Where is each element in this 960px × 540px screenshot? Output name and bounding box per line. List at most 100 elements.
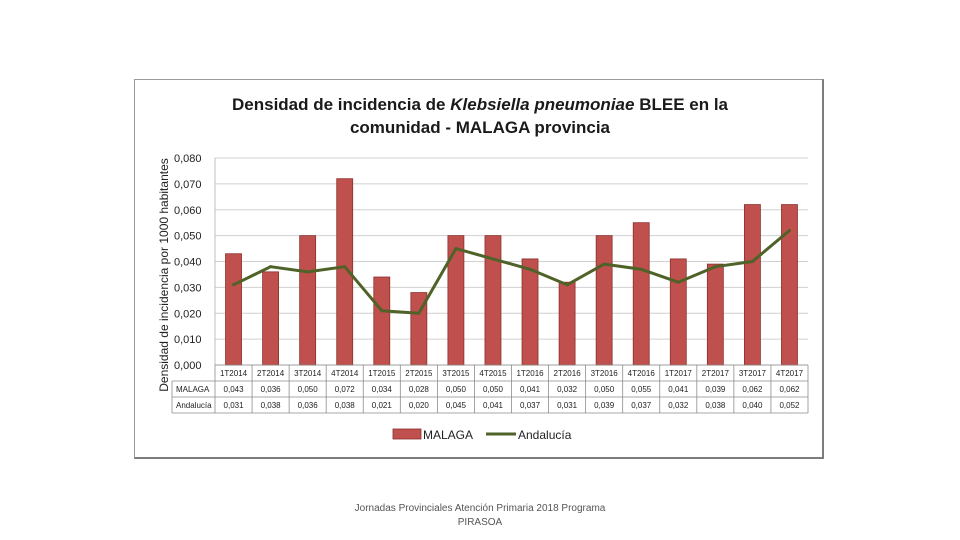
table-value-malaga: 0,050 (483, 385, 504, 394)
table-value-andalucía: 0,052 (779, 401, 800, 410)
y-ticks: 0,000 0,010 0,020 0,030 0,040 0,050 0,060 0,070… (174, 153, 202, 372)
point-andalucia-2T2017 (713, 265, 717, 269)
x-category-label: 3T2014 (294, 369, 322, 378)
point-andalucia-2T2015 (417, 311, 421, 315)
point-andalucia-1T2017 (676, 280, 680, 284)
point-andalucia-3T2014 (306, 270, 310, 274)
table-value-malaga: 0,041 (520, 385, 541, 394)
table-value-malaga: 0,043 (224, 385, 245, 394)
y-tick-label: 0,070 (174, 179, 202, 191)
legend-label-andalucia: Andalucía (518, 428, 572, 442)
bar-malaga-2T2017 (706, 263, 724, 366)
y-tick-label: 0,020 (174, 308, 202, 320)
table-value-andalucía: 0,038 (261, 401, 282, 410)
x-category-label: 1T2016 (516, 369, 544, 378)
legend-swatch-malaga (392, 428, 422, 440)
title-part-2: BLEE en la (634, 95, 728, 114)
chart-title-line-1: Densidad de incidencia de Klebsiella pne… (232, 95, 729, 114)
bar-malaga-1T2016 (521, 258, 539, 366)
footer-line-2: PIRASOA (457, 517, 503, 528)
point-andalucia-3T2015 (454, 247, 458, 251)
y-tick-label: 0,030 (174, 282, 202, 294)
x-category-label: 1T2015 (368, 369, 396, 378)
bar-malaga-2T2016 (558, 281, 576, 366)
bar-malaga-4T2016 (632, 222, 650, 366)
x-category-label: 2T2015 (405, 369, 433, 378)
table-value-andalucía: 0,038 (335, 401, 356, 410)
title-part-0: Densidad de incidencia de (232, 95, 450, 114)
table-value-malaga: 0,036 (261, 385, 282, 394)
table-value-andalucía: 0,031 (224, 401, 245, 410)
table-value-malaga: 0,032 (557, 385, 578, 394)
table-value-malaga: 0,041 (668, 385, 689, 394)
point-andalucia-3T2017 (750, 260, 754, 263)
table-value-malaga: 0,039 (705, 385, 726, 394)
x-category-label: 3T2015 (442, 369, 470, 378)
y-tick-label: 0,040 (174, 257, 202, 269)
point-andalucia-2T2016 (565, 283, 569, 287)
x-category-label: 1T2014 (220, 369, 248, 378)
table-value-andalucía: 0,045 (446, 401, 467, 410)
table-value-andalucía: 0,036 (298, 401, 319, 410)
x-category-label: 2T2016 (554, 369, 582, 378)
y-tick-label: 0,080 (174, 153, 202, 165)
bar-malaga-1T2015 (373, 276, 391, 366)
table-value-malaga: 0,050 (298, 385, 319, 394)
legend: MALAGA Andalucía (392, 428, 572, 442)
x-category-label: 4T2014 (331, 369, 359, 378)
table-value-andalucía: 0,031 (557, 401, 578, 410)
table-value-andalucía: 0,038 (705, 401, 726, 410)
x-category-label: 2T2017 (702, 369, 730, 378)
andalucia-line-layer (232, 228, 791, 315)
table-value-andalucía: 0,021 (372, 401, 393, 410)
bar-malaga-3T2014 (299, 235, 317, 366)
table-series-name-0: MALAGA (176, 385, 210, 394)
bar-malaga-4T2015 (484, 235, 502, 366)
title-part-1: Klebsiella pneumoniae (450, 95, 634, 114)
x-category-label: 2T2014 (257, 369, 285, 378)
bar-malaga-3T2017 (744, 204, 761, 366)
bar-malaga-4T2017 (781, 204, 798, 366)
point-andalucia-3T2016 (602, 262, 606, 266)
table-value-malaga: 0,072 (335, 385, 356, 394)
y-tick-label: 0,060 (174, 205, 202, 217)
table-value-malaga: 0,034 (372, 385, 393, 394)
y-tick-label: 0,050 (174, 231, 202, 243)
table-value-andalucía: 0,040 (742, 401, 763, 410)
bar-malaga-1T2014 (225, 253, 242, 366)
x-category-label: 1T2017 (665, 369, 693, 378)
table-value-malaga: 0,050 (594, 385, 615, 394)
point-andalucia-4T2014 (343, 265, 347, 269)
table-value-malaga: 0,050 (446, 385, 467, 394)
table-series-name-1: Andalucía (176, 401, 212, 410)
footer: Jornadas Provinciales Atención Primaria … (330, 502, 630, 530)
point-andalucia-2T2014 (269, 265, 273, 269)
bar-malaga-1T2017 (669, 258, 687, 366)
x-category-label: 4T2017 (776, 369, 804, 378)
table-value-malaga: 0,028 (409, 385, 430, 394)
footer-line-1: Jornadas Provinciales Atención Primaria … (354, 503, 606, 514)
chart-title-line-2: comunidad - MALAGA provincia (350, 118, 611, 137)
bar-malaga-2T2014 (262, 271, 279, 366)
table-value-malaga: 0,055 (631, 385, 652, 394)
x-category-label: 4T2015 (479, 369, 507, 378)
point-andalucia-4T2017 (787, 228, 791, 232)
y-tick-label: 0,000 (174, 360, 202, 372)
point-andalucia-1T2014 (232, 283, 236, 287)
x-category-label: 3T2017 (739, 369, 767, 378)
point-andalucia-1T2015 (380, 309, 384, 313)
table-value-andalucía: 0,041 (483, 401, 504, 410)
legend-label-malaga: MALAGA (423, 428, 473, 442)
line-andalucia (232, 229, 791, 315)
y-axis-label: Densidad de incidencia por 1000 habitant… (157, 158, 171, 392)
x-category-label: 4T2016 (628, 369, 656, 378)
table-value-malaga: 0,062 (742, 385, 763, 394)
bar-malaga-3T2015 (447, 235, 465, 366)
table-value-andalucía: 0,037 (520, 401, 541, 410)
data-table: 1T2014 2T2014 3T2014 4T2014 1T2015 2T2015 3T20… (171, 364, 809, 414)
table-value-andalucía: 0,039 (594, 401, 615, 410)
table-value-andalucía: 0,020 (409, 401, 430, 410)
point-andalucia-1T2016 (528, 267, 532, 271)
table-value-andalucía: 0,037 (631, 401, 652, 410)
table-value-malaga: 0,062 (779, 385, 800, 394)
